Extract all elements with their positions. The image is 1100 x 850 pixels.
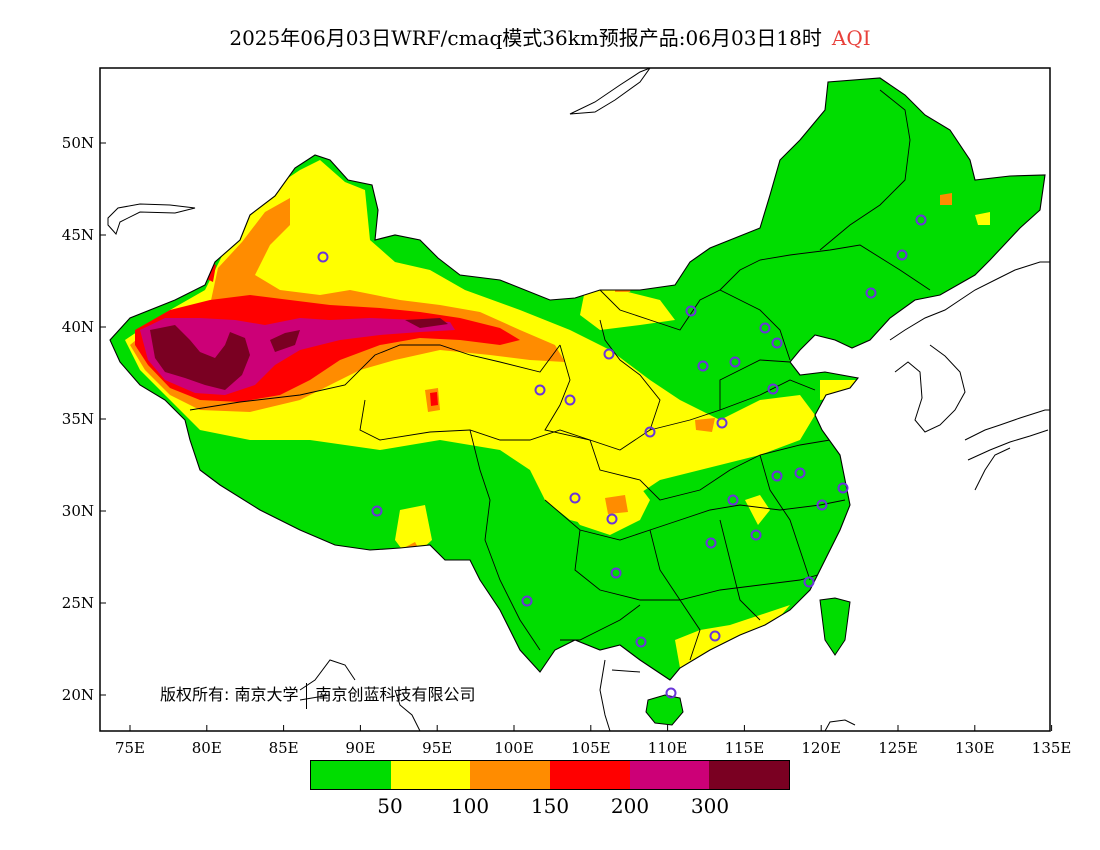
y-tick-label: 35N	[62, 410, 94, 428]
station-marker	[606, 513, 618, 525]
x-tick-label: 120E	[801, 739, 841, 757]
station-marker	[771, 470, 783, 482]
x-tick-label: 95E	[422, 739, 452, 757]
x-tick-label: 75E	[115, 739, 145, 757]
map-frame	[99, 67, 1051, 732]
aqi-band-hazardous	[150, 318, 448, 390]
x-tick-label: 125E	[878, 739, 918, 757]
copyright-notice: 版权所有: 南京大学 南京创蓝科技有限公司	[160, 681, 476, 709]
station-marker	[697, 360, 709, 372]
station-marker	[716, 417, 728, 429]
station-marker	[767, 383, 779, 395]
y-axis: 50N 45N 40N 35N 30N 25N 20N	[62, 134, 106, 704]
x-axis: 75E 80E 85E 90E 95E 100E 105E 110E 115E 120E 125E 1…	[115, 725, 1071, 757]
colorbar-segment-1	[311, 761, 391, 789]
colorbar-label-150: 150	[530, 794, 570, 818]
station-marker	[759, 322, 771, 334]
station-marker	[709, 630, 721, 642]
station-marker	[317, 251, 329, 263]
x-tick-label: 90E	[345, 739, 375, 757]
station-markers	[317, 214, 927, 699]
colorbar-label-100: 100	[450, 794, 490, 818]
station-marker	[521, 595, 533, 607]
copyright-text-2: 南京创蓝科技有限公司	[315, 685, 476, 704]
title-main: 2025年06月03日WRF/cmaq模式36km预报产品:06月03日18时	[229, 26, 822, 50]
province-boundaries	[189, 89, 931, 661]
station-marker	[794, 467, 806, 479]
colorbar-segment-2	[390, 761, 471, 789]
station-marker	[729, 356, 741, 368]
colorbar-segment-5	[629, 761, 710, 789]
x-tick-label: 135E	[1032, 739, 1072, 757]
y-tick-label: 30N	[62, 502, 94, 520]
station-marker	[865, 287, 877, 299]
station-marker	[635, 636, 647, 648]
map-title: 2025年06月03日WRF/cmaq模式36km预报产品:06月03日18时 A…	[0, 22, 1100, 51]
station-marker	[705, 537, 717, 549]
station-marker	[750, 529, 762, 541]
copyright-divider	[306, 682, 308, 709]
station-marker	[569, 492, 581, 504]
colorbar-label-50: 50	[377, 794, 403, 818]
y-tick-label: 50N	[62, 134, 94, 152]
station-marker	[644, 426, 656, 438]
colorbar-segment-3	[470, 761, 551, 789]
x-tick-label: 85E	[269, 739, 299, 757]
x-tick-label: 105E	[571, 739, 611, 757]
station-marker	[837, 482, 849, 494]
y-tick-label: 20N	[62, 686, 94, 704]
station-marker	[610, 567, 622, 579]
station-marker	[803, 576, 815, 588]
colorbar-segment-6	[709, 761, 790, 789]
station-marker	[564, 394, 576, 406]
x-tick-label: 115E	[725, 739, 765, 757]
station-marker	[534, 384, 546, 396]
station-marker	[771, 337, 783, 349]
x-tick-label: 130E	[955, 739, 995, 757]
station-marker	[896, 249, 908, 261]
copyright-text: 版权所有: 南京大学	[160, 685, 299, 704]
x-tick-label: 110E	[648, 739, 688, 757]
colorbar-label-300: 300	[690, 794, 730, 818]
title-variable: AQI	[831, 26, 871, 50]
station-marker	[816, 499, 828, 511]
station-marker	[915, 214, 927, 226]
aqi-colorbar	[310, 760, 790, 790]
y-tick-label: 40N	[62, 318, 94, 336]
colorbar-segment-4	[550, 761, 630, 789]
y-tick-label: 25N	[62, 594, 94, 612]
map-layer	[107, 68, 1050, 731]
station-marker	[665, 687, 677, 699]
china-border	[109, 77, 1046, 681]
y-tick-label: 45N	[62, 226, 94, 244]
station-marker	[371, 505, 383, 517]
station-marker	[685, 305, 697, 317]
x-tick-label: 80E	[192, 739, 222, 757]
colorbar-label-200: 200	[610, 794, 650, 818]
x-tick-label: 100E	[494, 739, 534, 757]
station-marker	[727, 494, 739, 506]
station-marker	[603, 348, 615, 360]
